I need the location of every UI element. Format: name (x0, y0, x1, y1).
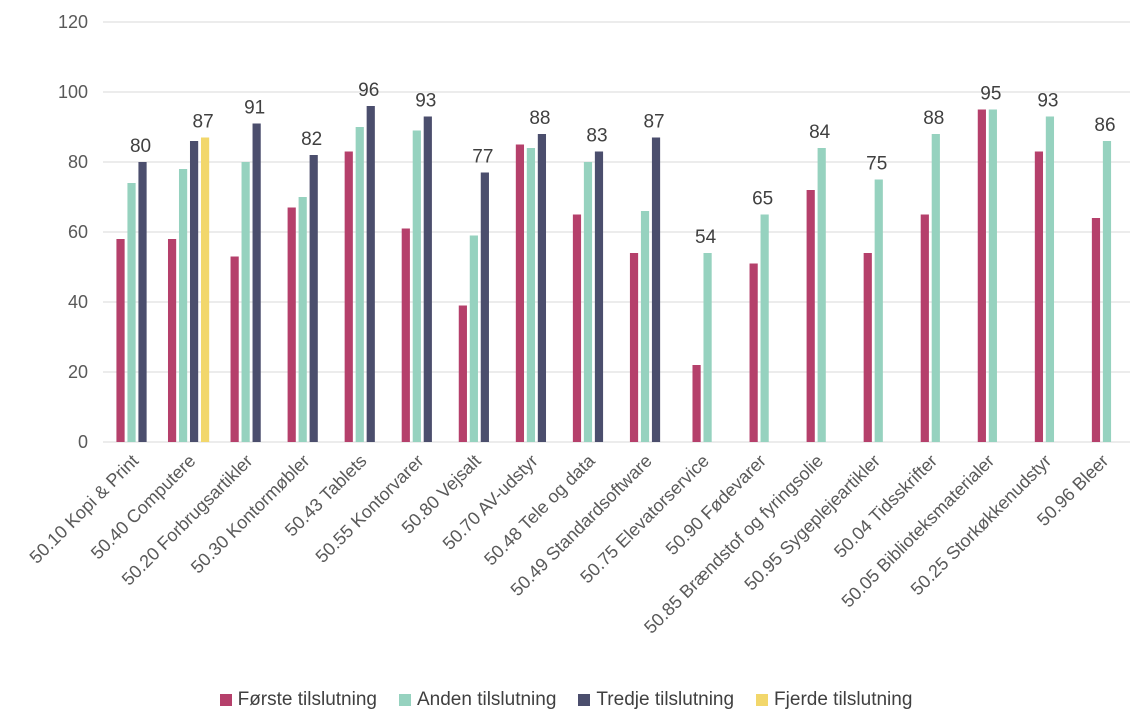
bar-anden-tilslutning-14 (931, 134, 940, 442)
bar-tredje-tilslutning-5 (423, 116, 432, 442)
data-label: 88 (923, 108, 944, 129)
bar-første-tilslutning-7 (515, 144, 525, 442)
bar-anden-tilslutning-11 (760, 214, 769, 442)
bar-anden-tilslutning-6 (469, 235, 478, 442)
legend-swatch (398, 694, 411, 706)
data-label: 87 (643, 112, 664, 133)
bar-anden-tilslutning-17 (1102, 141, 1112, 442)
bar-fjerde-tilslutning-1 (200, 137, 210, 442)
data-label: 77 (472, 147, 493, 168)
bar-tredje-tilslutning-6 (480, 172, 489, 442)
bar-anden-tilslutning-12 (817, 148, 826, 442)
legend-label: Anden tilslutning (416, 689, 557, 710)
data-label: 82 (301, 129, 322, 150)
legend-item: Tredje tilslutning (578, 689, 734, 711)
y-tick-label: 20 (68, 362, 88, 382)
x-tick-label: 50.90 Fødevarer (662, 451, 770, 559)
bar-anden-tilslutning-4 (355, 127, 364, 442)
bar-første-tilslutning-15 (977, 109, 986, 442)
bar-chart: 0 20 40 60 80 100 120 80 87 91 82 96 93 77 88 83 87 54 65… (26, 12, 1130, 637)
bar-anden-tilslutning-13 (874, 179, 883, 442)
bar-tredje-tilslutning-8 (594, 151, 604, 442)
data-label: 80 (130, 136, 151, 157)
bar-første-tilslutning-3 (287, 207, 296, 442)
bar-første-tilslutning-12 (806, 190, 815, 442)
bar-anden-tilslutning-9 (640, 211, 650, 442)
bar-anden-tilslutning-3 (298, 197, 307, 442)
x-tick-label: 50.04 Tidsskrifter (830, 451, 941, 562)
legend-item: Fjerde tilslutning (756, 689, 912, 711)
bar-tredje-tilslutning-2 (252, 123, 261, 442)
bar-første-tilslutning-11 (749, 263, 758, 442)
x-tick-label: 50.40 Computere (87, 451, 199, 563)
bar-anden-tilslutning-1 (178, 169, 188, 442)
data-label: 93 (1037, 91, 1058, 112)
legend-label: Første tilslutning (237, 689, 377, 710)
bar-første-tilslutning-6 (458, 305, 467, 442)
bar-første-tilslutning-2 (230, 256, 239, 442)
bar-anden-tilslutning-5 (412, 130, 421, 442)
data-label: 75 (866, 154, 887, 175)
y-tick-label: 0 (78, 432, 88, 452)
data-label: 96 (358, 80, 379, 101)
y-axis-ticks: 0 20 40 60 80 100 120 (58, 12, 88, 452)
y-tick-label: 120 (58, 12, 88, 32)
bar-tredje-tilslutning-1 (189, 141, 199, 442)
bar-første-tilslutning-10 (692, 365, 701, 442)
legend-label: Tredje tilslutning (596, 689, 735, 710)
bar-tredje-tilslutning-4 (366, 106, 375, 442)
legend-label: Fjerde tilslutning (774, 689, 913, 710)
bar-anden-tilslutning-8 (583, 162, 593, 442)
bar-tredje-tilslutning-7 (537, 134, 547, 442)
y-tick-label: 100 (58, 82, 88, 102)
y-tick-label: 60 (68, 222, 88, 242)
bar-anden-tilslutning-16 (1045, 116, 1055, 442)
data-label: 65 (752, 189, 773, 210)
bar-anden-tilslutning-10 (703, 253, 712, 442)
data-label: 87 (193, 112, 214, 133)
data-label: 93 (415, 91, 436, 112)
y-tick-label: 80 (68, 152, 88, 172)
bar-første-tilslutning-17 (1091, 218, 1101, 442)
chart-legend: Første tilslutning Anden tilslutning Tredj… (0, 688, 1132, 712)
legend-item: Første tilslutning (219, 689, 377, 711)
bar-tredje-tilslutning-3 (309, 155, 318, 442)
gridlines (103, 21, 1130, 443)
bars (116, 106, 1112, 442)
x-tick-label: 50.55 Kontorvarer (312, 451, 428, 567)
legend-swatch (756, 694, 769, 706)
data-label: 84 (809, 122, 831, 143)
bar-første-tilslutning-1 (167, 239, 177, 442)
bar-første-tilslutning-5 (401, 228, 410, 442)
bar-første-tilslutning-4 (344, 151, 353, 442)
data-labels: 80 87 91 82 96 93 77 88 83 87 54 65 84 75 88 95 93 86 (130, 80, 1116, 248)
bar-første-tilslutning-9 (629, 253, 639, 442)
bar-tredje-tilslutning-0 (138, 162, 147, 442)
data-label: 95 (980, 84, 1001, 105)
legend-swatch (219, 694, 232, 706)
bar-tredje-tilslutning-9 (651, 137, 661, 442)
bar-første-tilslutning-13 (863, 253, 872, 442)
data-label: 83 (586, 126, 607, 147)
legend-item: Anden tilslutning (398, 689, 557, 711)
bar-anden-tilslutning-0 (127, 183, 136, 442)
x-tick-label: 50.10 Kopi & Print (26, 451, 143, 568)
data-label: 86 (1094, 115, 1115, 136)
y-tick-label: 40 (68, 292, 88, 312)
bar-anden-tilslutning-2 (241, 162, 250, 442)
bar-anden-tilslutning-7 (526, 148, 536, 442)
data-label: 91 (244, 98, 265, 119)
data-label: 88 (529, 108, 550, 129)
data-label: 54 (695, 227, 717, 248)
bar-første-tilslutning-16 (1034, 151, 1044, 442)
bar-første-tilslutning-0 (116, 239, 125, 442)
bar-anden-tilslutning-15 (988, 109, 997, 442)
bar-første-tilslutning-8 (572, 214, 582, 442)
legend-swatch (578, 694, 591, 706)
bar-første-tilslutning-14 (920, 214, 929, 442)
